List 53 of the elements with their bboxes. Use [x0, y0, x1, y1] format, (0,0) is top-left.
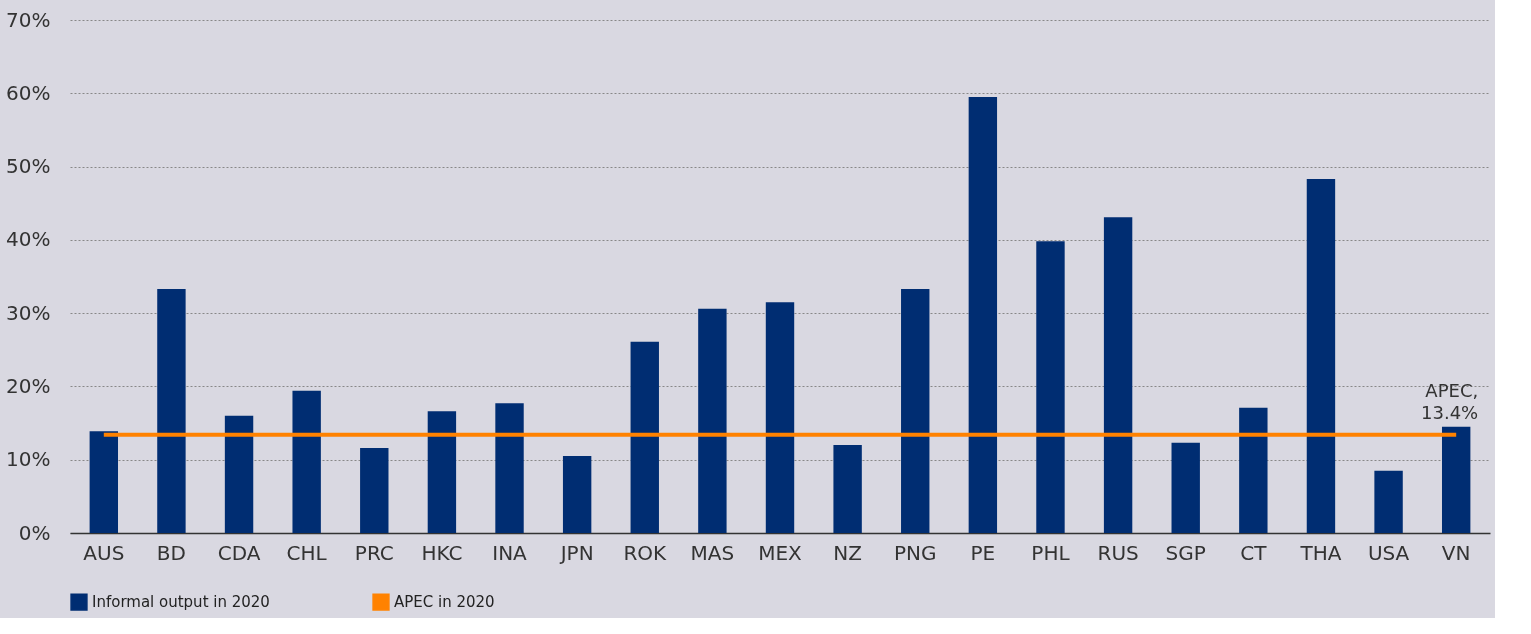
- legend-label: Informal output in 2020: [92, 593, 270, 612]
- bar: [224, 415, 254, 533]
- x-tick-label: PHL: [1031, 540, 1071, 565]
- y-tick-label: 30%: [6, 300, 51, 325]
- x-tick-label: ROK: [623, 540, 668, 565]
- x-tick-label: PRC: [354, 540, 394, 565]
- bar: [89, 431, 119, 533]
- x-tick-label: CDA: [217, 540, 261, 565]
- bar: [360, 447, 389, 533]
- x-tick-label: PE: [970, 540, 996, 565]
- bar: [562, 456, 592, 533]
- bar: [427, 411, 457, 533]
- bar: [1441, 426, 1471, 533]
- y-tick-label: 40%: [6, 227, 51, 252]
- bar: [292, 390, 321, 533]
- bar: [495, 403, 524, 533]
- bar: [1306, 179, 1336, 533]
- legend-label: APEC in 2020: [394, 593, 495, 612]
- bar: [630, 341, 659, 533]
- x-tick-label: BD: [156, 540, 186, 565]
- y-tick-label: 10%: [6, 447, 51, 472]
- y-tick-label: 0%: [18, 520, 51, 545]
- bar: [1239, 407, 1268, 533]
- x-tick-label: INA: [492, 540, 528, 565]
- bar: [157, 288, 186, 533]
- bar: [1103, 217, 1133, 533]
- x-tick-label: CHL: [286, 540, 328, 565]
- y-tick-label: 70%: [6, 7, 51, 32]
- x-tick-label: THA: [1299, 540, 1342, 565]
- y-tick-label: 60%: [6, 80, 51, 105]
- bar: [901, 288, 930, 533]
- x-tick-label: HKC: [421, 540, 463, 565]
- bar: [1036, 241, 1065, 533]
- y-tick-label: 20%: [6, 373, 51, 398]
- x-tick-label: RUS: [1097, 540, 1139, 565]
- bar: [765, 302, 795, 533]
- bar: [968, 96, 998, 533]
- x-tick-label: PNG: [893, 540, 937, 565]
- x-tick-label: SGP: [1165, 540, 1206, 565]
- x-tick-label: AUS: [83, 540, 125, 565]
- bar: [1374, 470, 1403, 533]
- x-tick-label: VN: [1441, 540, 1471, 565]
- x-tick-label: NZ: [833, 540, 862, 565]
- y-tick-label: 50%: [6, 154, 51, 179]
- x-tick-label: CT: [1240, 540, 1268, 565]
- bar: [1171, 442, 1200, 533]
- bar: [833, 445, 862, 533]
- x-tick-label: USA: [1367, 540, 1410, 565]
- annotation: APEC, 13.4%: [1421, 379, 1479, 423]
- bar: [698, 308, 727, 533]
- x-tick-label: JPN: [558, 540, 594, 565]
- x-tick-label: MEX: [758, 540, 803, 565]
- x-tick-label: MAS: [690, 540, 735, 565]
